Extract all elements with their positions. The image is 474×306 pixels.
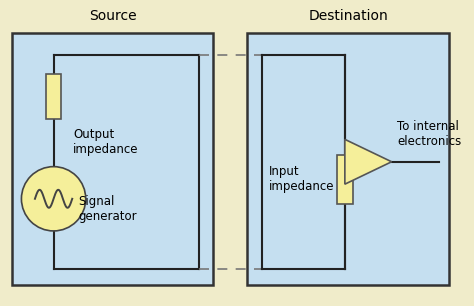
Bar <box>337 155 353 204</box>
Bar <box>247 33 449 285</box>
Text: Destination: Destination <box>309 9 388 24</box>
Bar <box>46 74 61 119</box>
Text: Source: Source <box>89 9 137 24</box>
Circle shape <box>21 167 86 231</box>
Bar <box>12 33 213 285</box>
Text: Signal
generator: Signal generator <box>78 195 137 222</box>
Polygon shape <box>345 139 392 184</box>
Text: To internal
electronics: To internal electronics <box>398 121 462 148</box>
Text: Output
impedance: Output impedance <box>73 128 138 156</box>
Text: Input
impedance: Input impedance <box>269 165 334 193</box>
